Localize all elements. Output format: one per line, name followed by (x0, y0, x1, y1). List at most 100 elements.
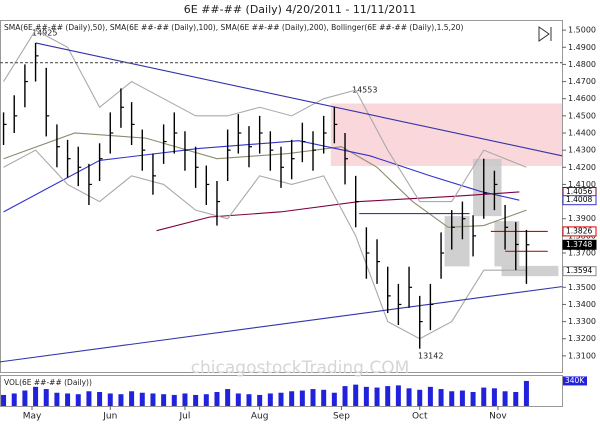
y-tick-label: 1.3100 (568, 351, 596, 360)
volume-bar (427, 386, 433, 406)
annotation: 14553 (352, 86, 377, 95)
volume-bar (395, 385, 401, 406)
indicator-line (3, 29, 527, 203)
y-tick-label: 1.4500 (568, 111, 596, 120)
volume-bar (481, 387, 487, 406)
x-tick-label: Jun (102, 412, 117, 422)
price-label: 1.3826 (566, 226, 592, 235)
x-tick-label: Sep (333, 412, 350, 422)
volume-last-label: 340K (565, 376, 585, 385)
price-label-box (562, 226, 597, 237)
volume-bar (182, 393, 188, 406)
volume-bar (289, 391, 295, 406)
volume-bar (523, 380, 529, 406)
y-tick-label: 1.4800 (568, 60, 596, 69)
volume-bar (235, 393, 241, 406)
volume-bar (449, 391, 455, 406)
volume-bar (257, 394, 263, 406)
x-tick-label: Oct (412, 412, 428, 422)
volume-bar (118, 394, 124, 406)
x-tick-label: Aug (251, 412, 269, 422)
volume-label: VOL(6E ##-## (Daily)) (4, 378, 92, 387)
trendline (35, 42, 563, 157)
y-tick-label: 1.4200 (568, 163, 596, 172)
volume-bar (150, 393, 156, 406)
price-label: 1.4056 (566, 187, 592, 196)
volume-bar (107, 393, 113, 406)
price-label-box (562, 239, 597, 250)
volume-bar (342, 386, 348, 406)
volume-bar (406, 388, 412, 406)
volume-bar (385, 386, 391, 406)
volume-bar (1, 394, 7, 406)
volume-bar (246, 394, 252, 406)
y-tick-label: 1.3500 (568, 283, 596, 292)
chart-title: 6E ##-## (Daily) 4/20/2011 - 11/11/2011 (184, 3, 416, 16)
volume-bar (97, 392, 103, 406)
indicator-legend: SMA(6E ##-## (Daily),50), SMA(6E ##-## (… (4, 23, 463, 32)
x-tick-label: Nov (489, 412, 507, 422)
volume-bar (171, 394, 177, 406)
y-tick-label: 1.3400 (568, 300, 596, 309)
volume-bar (513, 392, 519, 406)
volume-bar (459, 390, 465, 406)
y-tick-label: 1.4100 (568, 180, 596, 189)
volume-bar (75, 394, 81, 406)
x-tick-label: Jul (179, 412, 191, 422)
volume-bar (470, 392, 476, 406)
y-tick-label: 1.4400 (568, 128, 596, 137)
indicator-line (3, 140, 520, 213)
volume-bar (203, 394, 209, 406)
price-label: 1.3594 (566, 266, 592, 275)
y-tick-label: 1.4300 (568, 146, 596, 155)
zone (473, 158, 502, 217)
volume-bar (65, 393, 71, 406)
y-tick-label: 1.4600 (568, 94, 596, 103)
volume-bar (417, 389, 423, 406)
volume-bar (491, 388, 497, 406)
zone (330, 103, 562, 166)
zone (501, 265, 559, 277)
volume-bar (33, 386, 39, 406)
trendline (0, 286, 563, 363)
price-label: 1.4008 (566, 195, 592, 204)
volume-panel (0, 375, 563, 407)
zone (444, 216, 470, 267)
y-tick-label: 1.3900 (568, 214, 596, 223)
annotation: 14925 (32, 29, 57, 38)
volume-label-box (563, 376, 587, 386)
volume-bar (321, 389, 327, 406)
volume-bar (502, 391, 508, 406)
annotation: 13142 (418, 352, 443, 361)
volume-bar (22, 390, 28, 406)
price-label-box (562, 266, 597, 277)
y-tick-label: 1.4700 (568, 77, 596, 86)
x-tick-label: May (23, 412, 42, 422)
volume-bar (54, 392, 60, 406)
volume-bar (278, 392, 284, 406)
volume-bar (363, 386, 369, 406)
volume-bar (139, 392, 145, 406)
volume-bar (43, 389, 49, 406)
volume-bar (11, 393, 17, 406)
volume-bar (438, 389, 444, 406)
indicator-line (156, 191, 520, 232)
volume-bar (374, 387, 380, 406)
y-tick-label: 1.3200 (568, 334, 596, 343)
volume-bar (331, 392, 337, 406)
volume-bar (267, 393, 273, 406)
indicator-line (3, 132, 527, 228)
volume-bar (129, 391, 135, 406)
volume-bar (353, 384, 359, 406)
volume-bar (86, 391, 92, 406)
watermark: chicagostockTrading.COM (191, 358, 410, 378)
volume-bar (214, 392, 220, 406)
y-tick-label: 1.5000 (568, 26, 596, 35)
volume-bar (299, 390, 305, 406)
y-tick-label: 1.4900 (568, 43, 596, 52)
y-tick-label: 1.3700 (568, 249, 596, 258)
volume-bar (193, 394, 199, 406)
play-icon[interactable] (538, 26, 552, 42)
